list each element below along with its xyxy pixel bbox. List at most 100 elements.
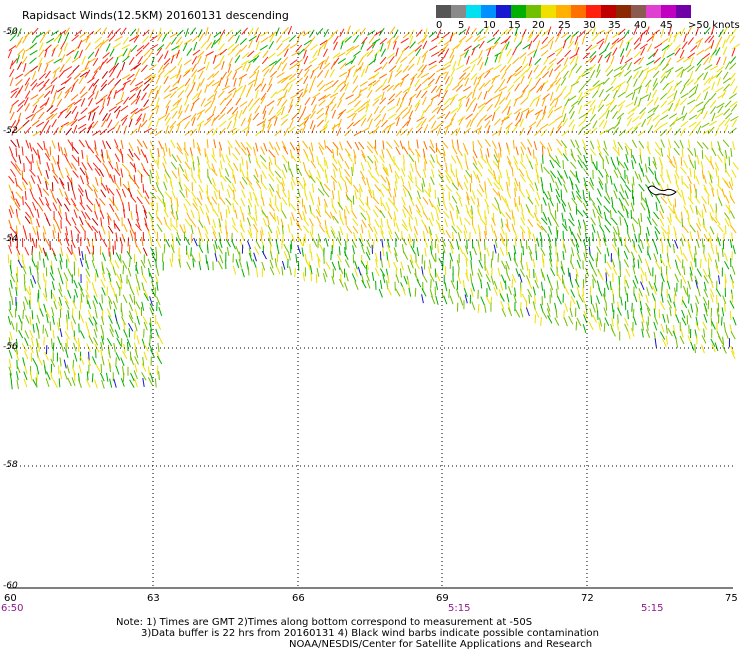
wind-barb (196, 109, 206, 115)
wind-barb (42, 258, 45, 268)
wind-barb (122, 372, 125, 382)
wind-barb (409, 35, 414, 45)
wind-barb (44, 197, 50, 206)
colorbar-swatch (631, 5, 646, 18)
wind-barb (511, 167, 514, 177)
wind-barb (143, 343, 149, 352)
wind-barb (107, 97, 111, 106)
wind-barb (136, 28, 140, 37)
wind-barb (323, 189, 330, 198)
wind-barb (316, 107, 324, 115)
wind-barb (67, 139, 74, 148)
wind-barb (269, 197, 272, 207)
colorbar-label: 35 (608, 20, 621, 31)
wind-barb (527, 33, 534, 42)
wind-barb (500, 237, 506, 247)
wind-barb (420, 118, 427, 127)
time-label-third: 5:15 (641, 603, 664, 614)
wind-barb (191, 191, 197, 200)
wind-barb (94, 210, 99, 220)
wind-barb (289, 203, 297, 212)
wind-barb (295, 128, 303, 135)
wind-barb (22, 357, 26, 367)
wind-barb (436, 29, 442, 38)
wind-barb (388, 230, 393, 240)
wind-barb (15, 286, 18, 296)
wind-barb (373, 146, 379, 155)
wind-barb (301, 124, 307, 134)
wind-barb (394, 69, 403, 77)
wind-barb (29, 169, 36, 177)
wind-barb (190, 225, 194, 235)
wind-barb (226, 70, 233, 79)
wind-barb (268, 183, 275, 192)
wind-barb (317, 196, 321, 206)
wind-barb (80, 67, 89, 73)
wind-barb (695, 322, 700, 331)
wind-barb (592, 314, 598, 323)
wind-barb (283, 163, 288, 173)
wind-barb (458, 35, 467, 43)
wind-barb (316, 27, 324, 36)
wind-barb (149, 191, 157, 200)
wind-barb (449, 49, 455, 59)
wind-barb (239, 205, 243, 215)
wind-barb (520, 75, 525, 85)
wind-barb (276, 50, 285, 57)
wind-barb (354, 93, 362, 101)
wind-barb (381, 183, 389, 192)
wind-barb (695, 111, 702, 120)
wind-barb (505, 41, 510, 50)
wind-barb (660, 266, 663, 276)
wind-barb (325, 261, 331, 270)
wind-barb (260, 36, 269, 43)
wind-barb (206, 244, 209, 254)
wind-barb (198, 252, 201, 262)
wind-barb (158, 335, 164, 345)
wind-barb (595, 302, 599, 312)
wind-barb (665, 66, 674, 73)
wind-barb (324, 56, 330, 65)
wind-barb (392, 40, 397, 50)
wind-barb (513, 33, 518, 43)
wind-barb (590, 127, 598, 135)
wind-barb (490, 224, 494, 234)
wind-barb (506, 218, 509, 228)
wind-barb (366, 113, 373, 122)
wind-barb (213, 190, 218, 200)
wind-barb (170, 244, 175, 254)
wind-barb (718, 29, 724, 38)
wind-barb (8, 175, 15, 184)
wind-barb (85, 274, 91, 284)
wind-barb (625, 279, 630, 289)
wind-barb (266, 83, 273, 93)
wind-barb (575, 268, 579, 278)
wind-barb (268, 106, 274, 115)
wind-barb (36, 349, 39, 359)
wind-barb (379, 188, 385, 198)
wind-barb (219, 120, 227, 128)
wind-barb (254, 105, 261, 114)
wind-barb (598, 88, 604, 98)
colorbar-label: 10 (483, 20, 496, 31)
wind-barb (43, 141, 46, 151)
wind-barb (109, 251, 112, 261)
wind-barb (421, 50, 429, 58)
wind-barb (379, 209, 386, 219)
wind-barb (190, 128, 197, 136)
wind-barb (582, 324, 587, 333)
wind-barb (484, 120, 491, 129)
wind-barb (316, 155, 320, 165)
wind-barb (449, 76, 454, 86)
wind-barb (465, 258, 468, 268)
wind-barb (477, 36, 486, 42)
wind-barb (225, 29, 233, 37)
wind-barb (274, 129, 282, 137)
wind-barb (498, 54, 502, 64)
wind-barb (149, 169, 153, 179)
wind-barb (463, 252, 469, 261)
wind-barb (688, 114, 698, 121)
wind-barb (170, 36, 177, 45)
wind-barb (165, 125, 169, 134)
wind-barb (683, 205, 689, 214)
